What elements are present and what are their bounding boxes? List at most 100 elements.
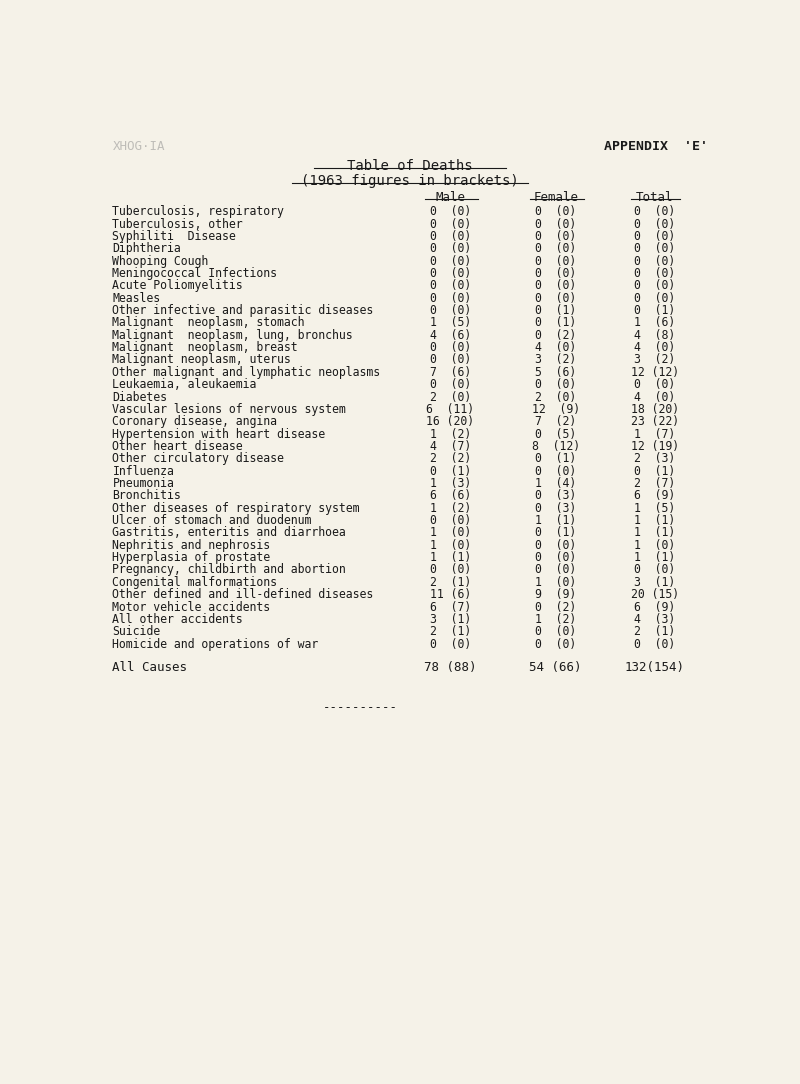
Text: 3  (2): 3 (2): [634, 353, 675, 366]
Text: Hypertension with heart disease: Hypertension with heart disease: [112, 427, 326, 440]
Text: 4  (3): 4 (3): [634, 612, 675, 625]
Text: 0  (5): 0 (5): [535, 427, 576, 440]
Text: 0  (3): 0 (3): [535, 489, 576, 502]
Text: Other malignant and lymphatic neoplasms: Other malignant and lymphatic neoplasms: [112, 365, 381, 378]
Text: Ulcer of stomach and duodenum: Ulcer of stomach and duodenum: [112, 514, 312, 527]
Text: 0  (0): 0 (0): [634, 292, 675, 305]
Text: 0  (0): 0 (0): [634, 280, 675, 293]
Text: 2  (0): 2 (0): [535, 390, 576, 403]
Text: 0  (0): 0 (0): [535, 465, 576, 478]
Text: Homicide and operations of war: Homicide and operations of war: [112, 637, 318, 650]
Text: Diphtheria: Diphtheria: [112, 242, 181, 255]
Text: Congenital malformations: Congenital malformations: [112, 576, 278, 589]
Text: 0  (1): 0 (1): [535, 527, 576, 540]
Text: 0  (0): 0 (0): [535, 539, 576, 552]
Text: 0  (0): 0 (0): [535, 280, 576, 293]
Text: Motor vehicle accidents: Motor vehicle accidents: [112, 601, 270, 614]
Text: 0  (0): 0 (0): [535, 637, 576, 650]
Text: Other circulatory disease: Other circulatory disease: [112, 452, 284, 465]
Text: 7  (2): 7 (2): [535, 415, 576, 428]
Text: 1  (1): 1 (1): [535, 514, 576, 527]
Text: 0  (0): 0 (0): [535, 218, 576, 231]
Text: 3  (2): 3 (2): [535, 353, 576, 366]
Text: Nephritis and nephrosis: Nephritis and nephrosis: [112, 539, 270, 552]
Text: 1  (1): 1 (1): [634, 551, 675, 564]
Text: Tuberculosis, respiratory: Tuberculosis, respiratory: [112, 205, 284, 218]
Text: 6  (9): 6 (9): [634, 489, 675, 502]
Text: Bronchitis: Bronchitis: [112, 489, 181, 502]
Text: 54 (66): 54 (66): [530, 661, 582, 674]
Text: 0  (0): 0 (0): [535, 242, 576, 255]
Text: 0  (0): 0 (0): [430, 242, 471, 255]
Text: 0  (0): 0 (0): [430, 267, 471, 280]
Text: 0  (0): 0 (0): [634, 230, 675, 243]
Text: Other diseases of respiratory system: Other diseases of respiratory system: [112, 502, 360, 515]
Text: Malignant neoplasm, uterus: Malignant neoplasm, uterus: [112, 353, 291, 366]
Text: 0  (0): 0 (0): [634, 267, 675, 280]
Text: 4  (7): 4 (7): [430, 440, 471, 453]
Text: 0  (1): 0 (1): [535, 304, 576, 317]
Text: 0  (0): 0 (0): [430, 280, 471, 293]
Text: 1  (0): 1 (0): [535, 576, 576, 589]
Text: 4  (8): 4 (8): [634, 328, 675, 341]
Text: 0  (0): 0 (0): [535, 255, 576, 268]
Text: Malignant  neoplasm, breast: Malignant neoplasm, breast: [112, 341, 298, 354]
Text: 78 (88): 78 (88): [424, 661, 477, 674]
Text: 1  (1): 1 (1): [430, 551, 471, 564]
Text: 12  (9): 12 (9): [532, 403, 580, 416]
Text: 7  (6): 7 (6): [430, 365, 471, 378]
Text: Female: Female: [534, 191, 578, 204]
Text: 0  (0): 0 (0): [535, 564, 576, 577]
Text: Malignant  neoplasm, lung, bronchus: Malignant neoplasm, lung, bronchus: [112, 328, 353, 341]
Text: Vascular lesions of nervous system: Vascular lesions of nervous system: [112, 403, 346, 416]
Text: 0  (0): 0 (0): [430, 353, 471, 366]
Text: 0  (2): 0 (2): [535, 328, 576, 341]
Text: 1  (5): 1 (5): [430, 317, 471, 330]
Text: 1  (4): 1 (4): [535, 477, 576, 490]
Text: 0  (0): 0 (0): [634, 205, 675, 218]
Text: 0  (1): 0 (1): [430, 465, 471, 478]
Text: Other infective and parasitic diseases: Other infective and parasitic diseases: [112, 304, 374, 317]
Text: 0  (1): 0 (1): [535, 317, 576, 330]
Text: 6  (11): 6 (11): [426, 403, 474, 416]
Text: 0  (0): 0 (0): [535, 267, 576, 280]
Text: 2  (2): 2 (2): [430, 452, 471, 465]
Text: 6  (6): 6 (6): [430, 489, 471, 502]
Text: 1  (2): 1 (2): [430, 502, 471, 515]
Text: 12 (19): 12 (19): [631, 440, 679, 453]
Text: XHOG·IA: XHOG·IA: [112, 140, 165, 153]
Text: 2  (1): 2 (1): [634, 625, 675, 638]
Text: ----------: ----------: [323, 701, 398, 714]
Text: Pneumonia: Pneumonia: [112, 477, 174, 490]
Text: 0  (0): 0 (0): [430, 218, 471, 231]
Text: 0  (0): 0 (0): [634, 637, 675, 650]
Text: 1  (2): 1 (2): [535, 612, 576, 625]
Text: Diabetes: Diabetes: [112, 390, 167, 403]
Text: All other accidents: All other accidents: [112, 612, 243, 625]
Text: Malignant  neoplasm, stomach: Malignant neoplasm, stomach: [112, 317, 305, 330]
Text: Tuberculosis, other: Tuberculosis, other: [112, 218, 243, 231]
Text: 0  (0): 0 (0): [430, 230, 471, 243]
Text: 3  (1): 3 (1): [634, 576, 675, 589]
Text: 4  (0): 4 (0): [634, 341, 675, 354]
Text: 0  (0): 0 (0): [535, 230, 576, 243]
Text: 0  (0): 0 (0): [634, 564, 675, 577]
Text: Other defined and ill-defined diseases: Other defined and ill-defined diseases: [112, 589, 374, 602]
Text: 1  (5): 1 (5): [634, 502, 675, 515]
Text: 0  (0): 0 (0): [430, 564, 471, 577]
Text: Measles: Measles: [112, 292, 161, 305]
Text: 4  (6): 4 (6): [430, 328, 471, 341]
Text: 0  (0): 0 (0): [430, 292, 471, 305]
Text: 1  (1): 1 (1): [634, 527, 675, 540]
Text: Syphiliti  Disease: Syphiliti Disease: [112, 230, 236, 243]
Text: 11 (6): 11 (6): [430, 589, 471, 602]
Text: 6  (7): 6 (7): [430, 601, 471, 614]
Text: Whooping Cough: Whooping Cough: [112, 255, 209, 268]
Text: 0  (0): 0 (0): [430, 304, 471, 317]
Text: 0  (0): 0 (0): [430, 341, 471, 354]
Text: 9  (9): 9 (9): [535, 589, 576, 602]
Text: 0  (0): 0 (0): [634, 218, 675, 231]
Text: 1  (6): 1 (6): [634, 317, 675, 330]
Text: Other heart disease: Other heart disease: [112, 440, 243, 453]
Text: 0  (1): 0 (1): [634, 304, 675, 317]
